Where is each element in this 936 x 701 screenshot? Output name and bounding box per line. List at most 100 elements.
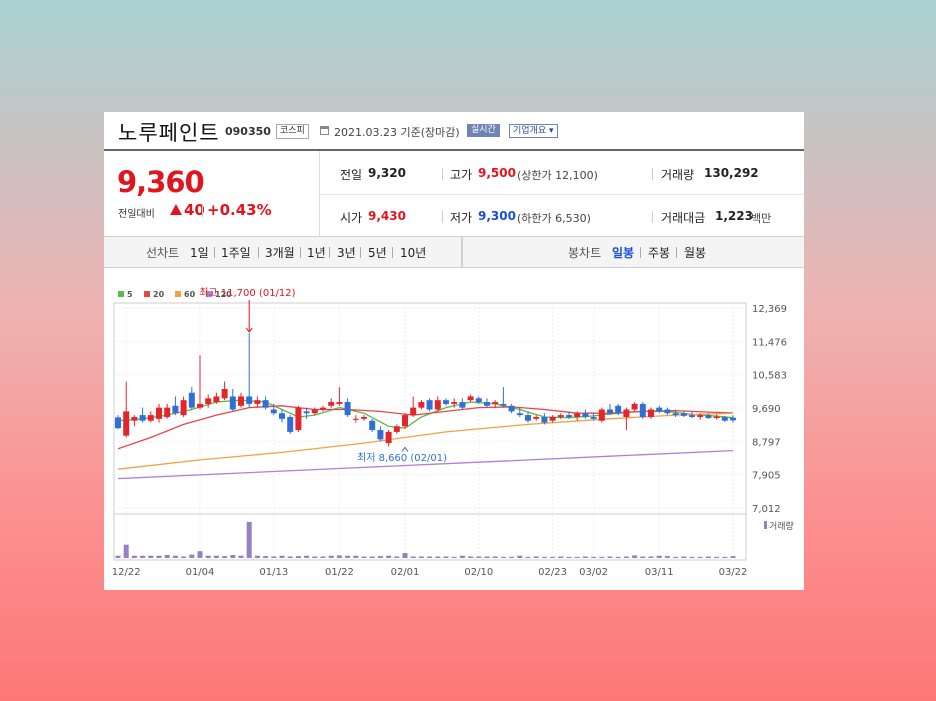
candle-body <box>123 411 130 436</box>
period-sep <box>392 247 393 258</box>
candle-monthly[interactable]: 월봉 <box>684 246 707 260</box>
realtime-button[interactable]: 실시간 <box>467 124 500 137</box>
candle-body <box>672 413 679 416</box>
legend-swatch-120 <box>206 291 212 297</box>
candle-body <box>631 403 638 410</box>
period-1w[interactable]: 1주일 <box>221 246 251 260</box>
low-annotation-arrowhead <box>401 446 409 452</box>
candle-weekly[interactable]: 주봉 <box>648 246 671 260</box>
period-5y[interactable]: 5년 <box>368 246 387 260</box>
x-tick-label: 01/13 <box>259 567 288 578</box>
volume-bar <box>599 556 605 558</box>
period-1d[interactable]: 1일 <box>190 246 209 260</box>
volume-bar <box>197 551 203 558</box>
candle-daily[interactable]: 일봉 <box>612 246 635 260</box>
candle-body <box>303 411 310 414</box>
volume-bar <box>230 554 236 558</box>
candle-body <box>721 416 728 421</box>
y-axis-labels: 12,369 11,476 10,583 9,690 8,797 7,905 7,012 <box>752 304 787 515</box>
amount-label: 거래대금 <box>661 211 706 225</box>
candle-body <box>664 409 671 414</box>
change-percent: +0.43% <box>207 201 272 219</box>
volume-bar <box>164 554 170 558</box>
candle-body <box>680 413 687 416</box>
candle-body <box>475 398 482 403</box>
x-tick-label: 03/22 <box>719 567 748 578</box>
ma20-line <box>117 405 734 450</box>
volume-bar <box>615 556 621 558</box>
volume-bar <box>312 556 318 558</box>
candle-body <box>525 415 531 421</box>
quote-divider <box>319 151 320 236</box>
y-tick-label: 10,583 <box>752 371 787 382</box>
candle-body <box>492 402 499 404</box>
candle-body <box>246 396 253 404</box>
current-price: 9,360 <box>117 165 205 199</box>
candle-body <box>689 415 695 417</box>
candle-body <box>484 402 490 406</box>
candle-body <box>402 415 408 427</box>
candle-body <box>377 430 384 440</box>
candle-body <box>229 396 236 410</box>
candle-body <box>516 413 523 416</box>
period-10y[interactable]: 10년 <box>400 246 427 260</box>
candle-body <box>639 403 646 417</box>
candle-body <box>566 415 572 417</box>
candle-body <box>131 416 138 421</box>
volume-bar <box>566 556 572 558</box>
volume-legend-swatch <box>764 521 767 529</box>
period-3y[interactable]: 3년 <box>337 246 356 260</box>
period-sep <box>214 247 215 258</box>
y-tick-label: 7,012 <box>752 504 781 515</box>
period-3m[interactable]: 3개월 <box>265 246 295 260</box>
volume-bar <box>213 555 219 558</box>
candle-body <box>508 405 515 412</box>
candle-body <box>147 415 154 421</box>
volume-bar <box>345 555 351 558</box>
candle-body <box>361 416 367 419</box>
up-triangle-icon <box>170 204 182 215</box>
company-name: 노루페인트 <box>118 121 220 145</box>
price-chart: 5 20 60 120 12,369 11,476 10,583 9,690 8,797… <box>112 287 794 578</box>
chevron-down-icon: ▾ <box>549 126 554 136</box>
candle-body <box>320 407 326 410</box>
amount-value: 1,223 <box>715 209 753 223</box>
volume-bar <box>328 555 334 558</box>
candle-body <box>410 407 417 416</box>
volume-bar <box>476 556 482 558</box>
upper-limit: (상한가 12,100) <box>517 169 598 182</box>
high-annotation-label: 최고 11,700 (01/12) <box>199 287 295 299</box>
quote-sep <box>442 211 443 223</box>
volume-bar <box>451 556 457 558</box>
period-1y[interactable]: 1년 <box>307 246 326 260</box>
low-label: 저가 <box>450 211 473 225</box>
volume-bar <box>287 556 293 558</box>
volume-bar <box>115 555 121 558</box>
candle-body <box>311 409 318 414</box>
x-tick-label: 02/10 <box>464 567 493 578</box>
candle-body <box>344 402 351 416</box>
change-label: 전일대비 <box>118 209 155 220</box>
volume-bar <box>714 556 720 558</box>
volume-plot-frame <box>113 513 747 561</box>
volume-bar <box>459 555 465 558</box>
candle-body <box>180 400 187 416</box>
period-sep <box>676 247 677 258</box>
volume-bar <box>574 556 580 558</box>
volume-bar <box>656 555 662 558</box>
volume-bar <box>353 555 359 558</box>
reference-date: 2021.03.23 기준(장마감) <box>334 126 460 139</box>
legend-label-20: 20 <box>153 290 165 299</box>
candle-body <box>574 413 581 417</box>
candle-body <box>115 417 121 429</box>
y-tick-label: 11,476 <box>752 337 787 348</box>
volume-bar <box>689 556 695 558</box>
candle-body <box>369 420 376 431</box>
change-value: 40 <box>184 201 205 219</box>
corp-overview-dropdown[interactable]: 기업개요 ▾ <box>509 124 558 138</box>
volume-bar <box>254 555 260 558</box>
candle-body <box>279 413 285 419</box>
candle-body <box>139 415 146 421</box>
legend-swatch-20 <box>144 291 150 297</box>
chart-legend: 5 20 60 120 <box>118 290 232 299</box>
